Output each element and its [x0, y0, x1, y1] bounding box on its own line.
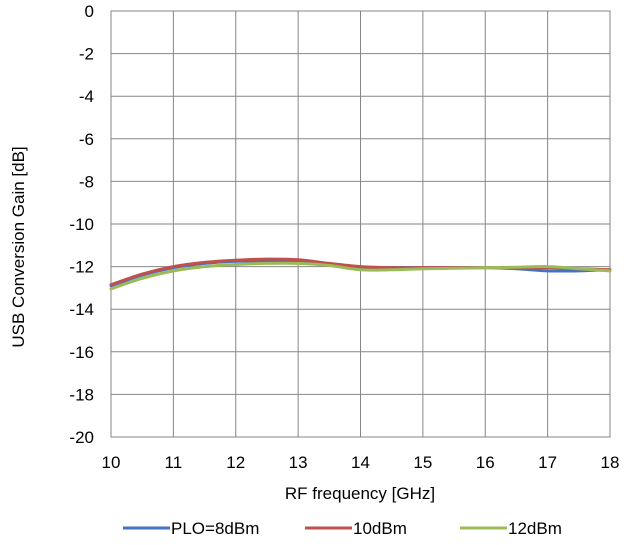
plot-area-frame	[110, 10, 611, 438]
legend-label-1: PLO=8dBm	[171, 519, 259, 538]
y-tick-label: -14	[69, 300, 94, 319]
series-layer	[109, 257, 612, 291]
x-tick-label: 10	[102, 453, 121, 472]
x-tick-label: 14	[351, 453, 370, 472]
y-axis-title: USB Conversion Gain [dB]	[9, 146, 28, 347]
x-tick-label: 18	[601, 453, 620, 472]
y-tick-label: 0	[85, 2, 94, 21]
x-tick-label: 12	[226, 453, 245, 472]
y-tick-label: -4	[79, 87, 94, 106]
y-tick-label: -6	[79, 130, 94, 149]
gridlines	[110, 10, 611, 438]
y-tick-label: -18	[69, 385, 94, 404]
legend: PLO=8dBm 10dBm 12dBm	[123, 519, 562, 538]
x-axis-ticks: 10 11 12 13 14 15 16 17 18	[102, 453, 620, 472]
x-tick-label: 11	[165, 453, 183, 472]
x-tick-label: 13	[289, 453, 308, 472]
series-line-3	[109, 261, 612, 291]
x-tick-label: 17	[538, 453, 557, 472]
x-tick-label: 15	[413, 453, 432, 472]
y-tick-label: -20	[69, 428, 94, 447]
x-axis-title: RF frequency [GHz]	[285, 484, 435, 503]
y-tick-label: -10	[69, 215, 94, 234]
y-tick-label: -16	[69, 343, 94, 362]
x-tick-label: 16	[476, 453, 495, 472]
legend-label-3: 12dBm	[508, 519, 562, 538]
y-tick-label: -8	[79, 172, 94, 191]
y-tick-label: -12	[69, 258, 94, 277]
legend-label-2: 10dBm	[353, 519, 407, 538]
y-axis-ticks: 0 -2 -4 -6 -8 -10 -12 -14 -16 -18 -20	[69, 2, 94, 447]
y-tick-label: -2	[79, 45, 94, 64]
